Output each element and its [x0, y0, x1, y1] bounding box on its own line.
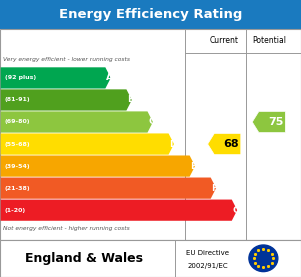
Bar: [0, 0, 301, 29]
Text: E: E: [191, 161, 197, 171]
Polygon shape: [1, 155, 195, 177]
Polygon shape: [1, 199, 237, 221]
Text: 2002/91/EC: 2002/91/EC: [188, 263, 228, 269]
Text: Energy Efficiency Rating: Energy Efficiency Rating: [59, 8, 242, 21]
Text: B: B: [127, 96, 134, 104]
Polygon shape: [252, 111, 285, 133]
Text: (92 plus): (92 plus): [5, 75, 36, 80]
Text: D: D: [169, 140, 177, 148]
Text: England & Wales: England & Wales: [25, 252, 143, 265]
Text: A: A: [106, 73, 113, 83]
Text: 75: 75: [268, 117, 283, 127]
Text: G: G: [233, 206, 240, 215]
Text: 68: 68: [223, 139, 239, 149]
Text: Not energy efficient - higher running costs: Not energy efficient - higher running co…: [3, 226, 130, 231]
Text: Very energy efficient - lower running costs: Very energy efficient - lower running co…: [3, 57, 130, 62]
Polygon shape: [1, 67, 111, 89]
Polygon shape: [1, 178, 216, 199]
Text: EU Directive: EU Directive: [186, 250, 229, 256]
Bar: [0, 29, 301, 240]
Text: Potential: Potential: [252, 36, 286, 45]
Polygon shape: [1, 89, 132, 111]
Text: (21-38): (21-38): [5, 186, 30, 191]
Circle shape: [249, 245, 278, 271]
Text: Current: Current: [210, 36, 239, 45]
Text: (39-54): (39-54): [5, 164, 30, 169]
Polygon shape: [1, 134, 174, 155]
Text: F: F: [212, 184, 218, 193]
Polygon shape: [208, 134, 241, 155]
Text: (1-20): (1-20): [5, 208, 26, 213]
Text: (81-91): (81-91): [5, 98, 30, 102]
Text: (55-68): (55-68): [5, 142, 30, 147]
Bar: [0, 240, 301, 277]
Polygon shape: [1, 111, 153, 133]
Text: (69-80): (69-80): [5, 119, 30, 124]
Text: C: C: [148, 117, 155, 127]
